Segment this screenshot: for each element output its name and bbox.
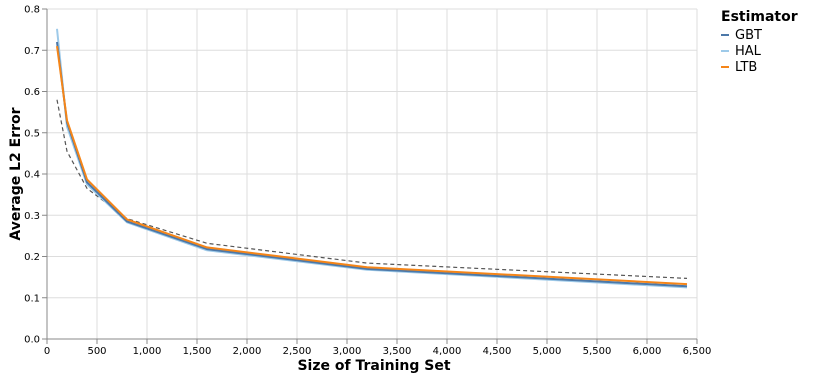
y-tick-label: 0.2 [24,252,40,263]
y-tick-label: 0.8 [24,5,40,16]
y-axis-title: Average L2 Error [8,107,24,240]
x-tick-label: 500 [87,346,106,357]
x-tick-label: 2,000 [233,346,262,357]
x-tick-label: 1,000 [133,346,162,357]
legend-items: GBT HAL LTB [721,27,798,75]
x-tick-label: 0 [44,346,50,357]
y-tick-label: 0.3 [24,211,40,222]
legend-swatch [721,34,729,36]
series-line-hal [56,28,688,289]
legend-label: HAL [735,43,761,59]
series-line-ltb [56,45,688,286]
x-tick-label: 5,000 [533,346,562,357]
x-tick-label: 4,000 [433,346,462,357]
x-tick-label: 4,500 [483,346,512,357]
legend-item-gbt: GBT [721,27,798,43]
y-tick-label: 0.6 [24,87,40,98]
series-line-gbt [56,41,688,288]
x-tick-label: 1,500 [183,346,212,357]
axes: 0 500 1,000 1,500 2,000 2,500 3,000 3,500 4,000 4… [24,5,711,358]
reference-dashed-line [56,99,688,279]
y-tick-label: 0.1 [24,293,40,304]
legend-swatch [721,66,729,68]
legend: Estimator GBT HAL LTB [721,9,798,75]
x-axis-title: Size of Training Set [297,358,450,373]
y-tick-label: 0.5 [24,128,40,139]
x-tick-label: 6,500 [683,346,712,357]
legend-item-hal: HAL [721,43,798,59]
legend-label: LTB [735,59,758,75]
grid [46,8,698,340]
y-tick-label: 0.7 [24,46,40,57]
series-layer [56,28,688,289]
y-tick-label: 0.4 [24,170,40,181]
x-tick-label: 2,500 [283,346,312,357]
legend-item-ltb: LTB [721,59,798,75]
x-tick-label: 6,000 [633,346,662,357]
y-tick-label: 0.0 [24,335,40,346]
x-tick-label: 5,500 [583,346,612,357]
legend-swatch [721,50,729,52]
x-tick-label: 3,500 [383,346,412,357]
x-tick-label: 3,000 [333,346,362,357]
legend-label: GBT [735,27,762,43]
legend-title: Estimator [721,9,798,25]
